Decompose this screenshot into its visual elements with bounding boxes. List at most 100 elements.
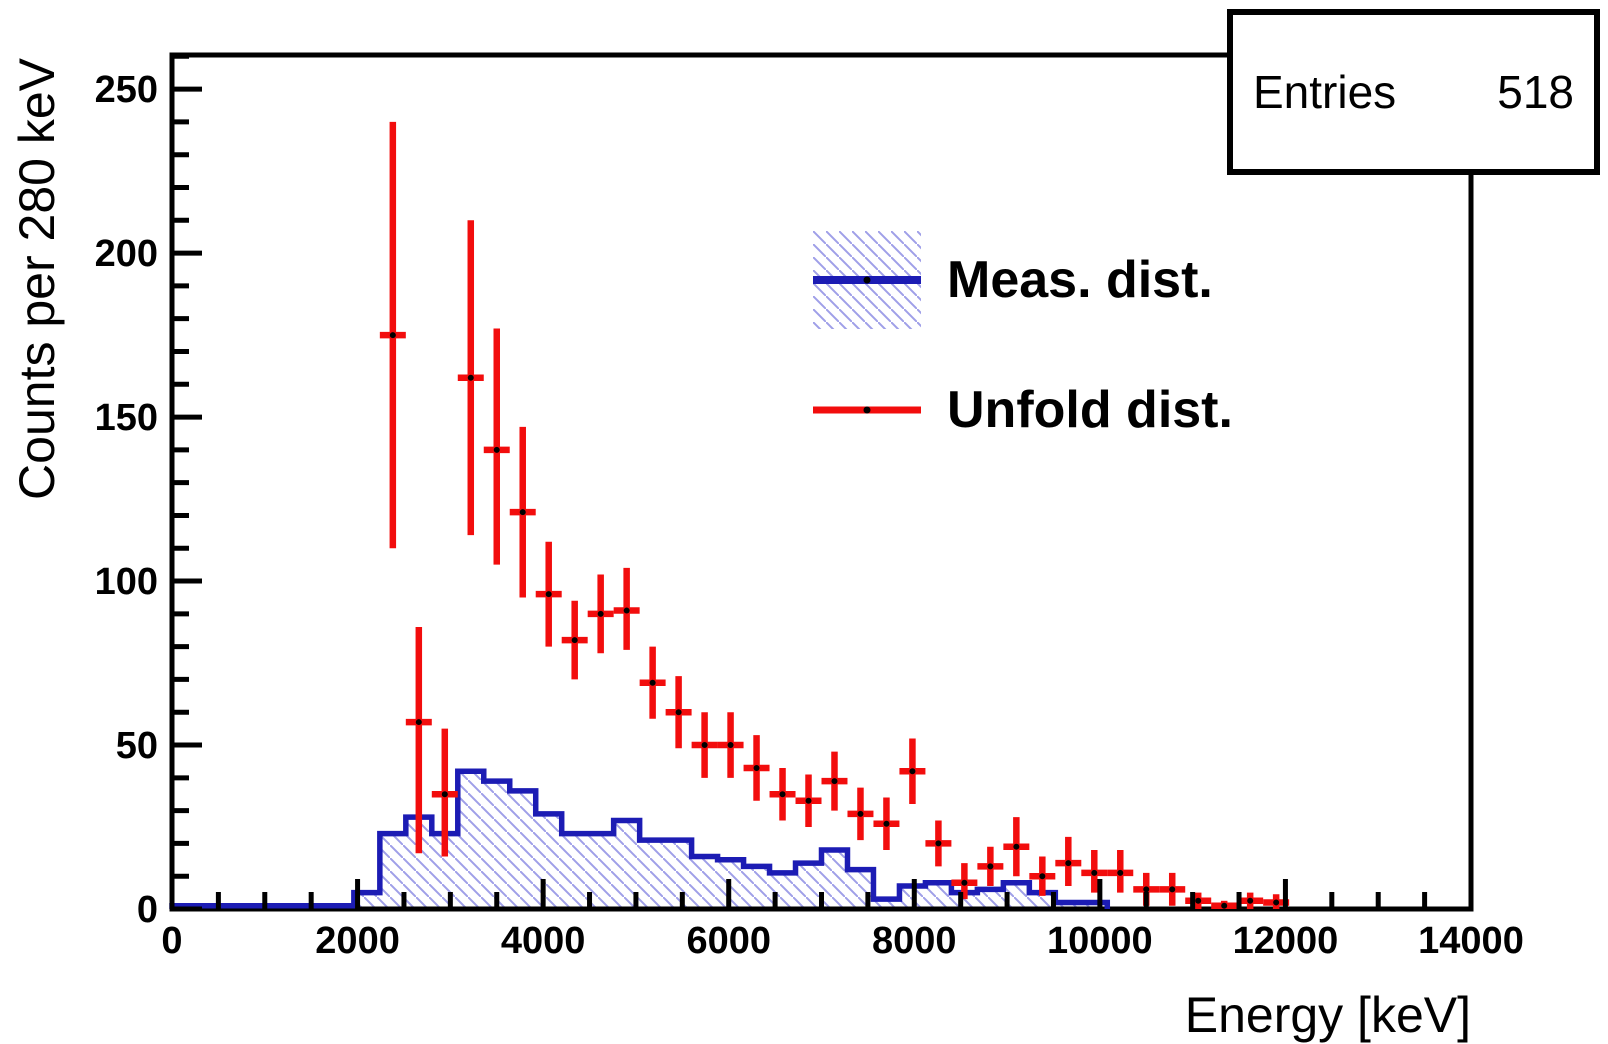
unfold-error-bars xyxy=(379,121,1290,909)
unfold-marker-dot xyxy=(1013,843,1020,850)
legend-item-unfold: Unfold dist. xyxy=(813,361,1233,459)
unfold-marker-dot xyxy=(805,797,812,804)
unfold-point xyxy=(457,220,484,536)
unfold-point xyxy=(665,676,692,749)
x-tick-label: 12000 xyxy=(1233,920,1339,962)
y-tick-label: 100 xyxy=(95,561,158,603)
unfold-marker-dot xyxy=(961,879,968,886)
x-tick-label: 6000 xyxy=(686,920,771,962)
unfold-point xyxy=(509,426,536,598)
axis-ticks xyxy=(169,53,1474,912)
unfold-marker-dot xyxy=(1091,869,1098,876)
unfold-point xyxy=(431,728,458,857)
unfold-point xyxy=(1081,849,1108,893)
unfold-marker-dot xyxy=(1247,897,1254,904)
unfold-marker-dot xyxy=(519,509,526,516)
unfold-point xyxy=(613,567,640,650)
unfold-marker-dot xyxy=(883,820,890,827)
unfold-point xyxy=(743,735,770,801)
legend-item-measured: Meas. dist. xyxy=(813,231,1233,329)
unfold-point xyxy=(717,712,744,778)
unfold-marker-dot xyxy=(467,374,474,381)
unfold-marker-dot xyxy=(857,810,864,817)
unfold-marker-dot xyxy=(675,709,682,716)
unfold-point xyxy=(795,774,822,828)
axis-tick-labels: 0 2000 4000 6000 8000 10000 12000 14000 0 50 100 15… xyxy=(95,69,1524,962)
unfold-point xyxy=(1185,892,1212,909)
y-tick-label: 250 xyxy=(95,69,158,111)
unfold-point xyxy=(587,574,614,654)
unfold-marker-dot xyxy=(389,332,396,339)
unfold-point xyxy=(405,626,432,854)
unfold-point xyxy=(379,121,406,549)
unfold-marker-dot xyxy=(1039,873,1046,880)
unfold-marker-dot xyxy=(1195,897,1202,904)
y-axis-title: Counts per 280 keV xyxy=(9,58,65,500)
unfold-marker-dot xyxy=(1221,902,1228,909)
legend-label-measured: Meas. dist. xyxy=(947,251,1213,309)
unfold-marker-dot xyxy=(415,719,422,726)
x-tick-label: 0 xyxy=(161,920,182,962)
unfold-point xyxy=(847,787,874,841)
unfold-point xyxy=(821,751,848,811)
unfold-marker-dot xyxy=(623,607,630,614)
measured-hist-swatch-icon xyxy=(813,231,921,329)
unfold-point xyxy=(483,328,510,565)
unfold-marker-dot xyxy=(545,591,552,598)
unfold-swatch-icon xyxy=(813,406,921,414)
unfold-point xyxy=(873,797,900,850)
y-tick-label: 150 xyxy=(95,397,158,439)
stats-entries-value: 518 xyxy=(1497,66,1574,118)
unfold-marker-dot xyxy=(597,610,604,617)
unfold-marker-dot xyxy=(1143,886,1150,893)
unfold-marker-dot xyxy=(909,768,916,775)
unfold-point xyxy=(925,820,952,867)
unfold-point xyxy=(561,600,588,680)
unfold-marker-dot xyxy=(441,791,448,798)
y-tick-label: 50 xyxy=(116,725,158,767)
unfold-point xyxy=(1159,872,1186,906)
x-axis-title: Energy [keV] xyxy=(1184,987,1471,1043)
y-tick-label: 0 xyxy=(137,889,158,931)
unfold-marker-dot xyxy=(649,679,656,686)
unfold-point xyxy=(899,738,926,805)
stats-box: Entries 518 xyxy=(1227,9,1600,175)
stats-entries-label: Entries xyxy=(1253,66,1397,118)
unfold-point xyxy=(1211,900,1238,909)
x-tick-label: 4000 xyxy=(501,920,586,962)
x-tick-label: 10000 xyxy=(1047,920,1153,962)
measured-marker-dot xyxy=(863,276,871,284)
unfold-point xyxy=(1107,849,1134,893)
unfold-point xyxy=(769,767,796,821)
x-tick-label: 2000 xyxy=(315,920,400,962)
unfold-marker-dot xyxy=(831,778,838,785)
unfold-point xyxy=(1055,836,1082,887)
legend-label-unfold: Unfold dist. xyxy=(947,381,1233,439)
unfold-marker-dot xyxy=(779,791,786,798)
unfold-point xyxy=(1029,856,1056,896)
y-tick-label: 200 xyxy=(95,233,158,275)
unfold-marker-dot xyxy=(727,742,734,749)
unfold-point xyxy=(951,863,978,900)
unfold-marker-dot xyxy=(701,742,708,749)
unfold-marker-dot xyxy=(1273,899,1280,906)
unfold-marker-dot xyxy=(571,637,578,644)
unfold-point xyxy=(1003,817,1030,877)
unfold-marker-dot xyxy=(987,863,994,870)
unfold-marker-dot xyxy=(493,446,500,453)
legend: Meas. dist. Unfold dist. xyxy=(813,231,1233,459)
unfold-marker-dot xyxy=(1169,886,1176,893)
unfold-marker-dot xyxy=(1065,860,1072,867)
unfold-point xyxy=(977,846,1004,887)
unfold-marker-dot xyxy=(753,764,760,771)
unfold-point xyxy=(691,712,718,778)
x-tick-label: 8000 xyxy=(872,920,957,962)
unfold-marker-dot xyxy=(1117,869,1124,876)
x-tick-label: 14000 xyxy=(1418,920,1524,962)
unfold-point xyxy=(639,646,666,719)
unfold-marker-dot xyxy=(935,840,942,847)
unfold-point xyxy=(535,541,562,647)
unfold-marker-dot xyxy=(863,406,871,414)
